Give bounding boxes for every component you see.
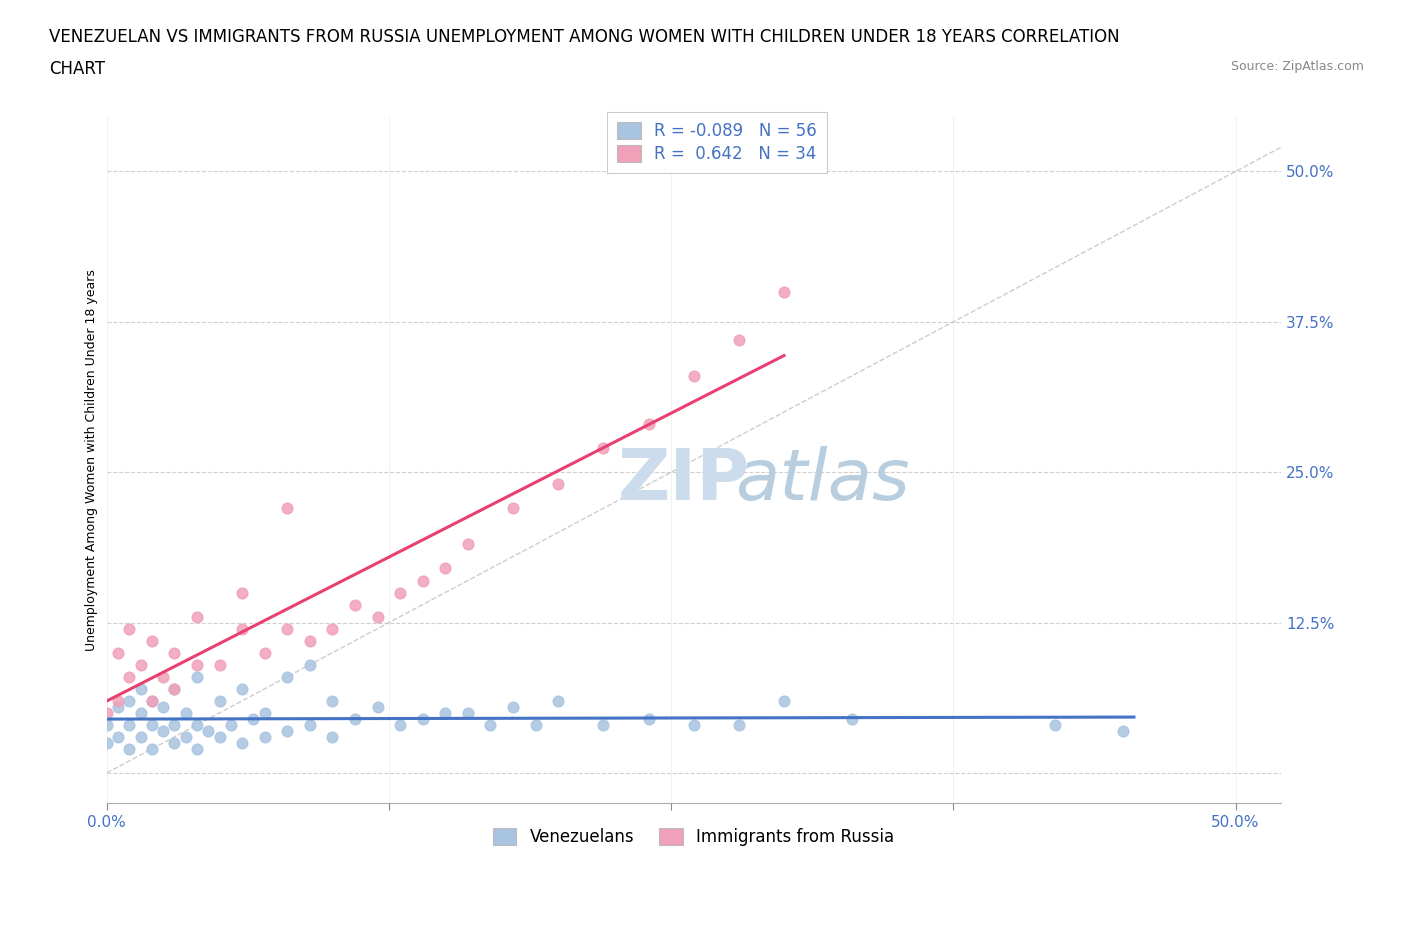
Point xyxy=(152,724,174,738)
Point xyxy=(107,729,129,744)
Point xyxy=(107,645,129,660)
Point xyxy=(592,441,614,456)
Point xyxy=(96,736,118,751)
Point xyxy=(141,717,163,732)
Text: ZIP: ZIP xyxy=(617,446,749,515)
Point xyxy=(129,729,152,744)
Point xyxy=(298,658,321,672)
Point xyxy=(682,717,704,732)
Point xyxy=(141,694,163,709)
Point xyxy=(502,699,524,714)
Point xyxy=(231,585,253,600)
Point xyxy=(321,729,343,744)
Point xyxy=(727,717,749,732)
Text: Source: ZipAtlas.com: Source: ZipAtlas.com xyxy=(1230,60,1364,73)
Point xyxy=(637,711,659,726)
Point xyxy=(231,736,253,751)
Point xyxy=(107,694,129,709)
Point xyxy=(412,711,434,726)
Point xyxy=(186,717,208,732)
Point xyxy=(343,597,366,612)
Point xyxy=(321,694,343,709)
Point xyxy=(276,621,298,636)
Point xyxy=(412,573,434,588)
Point xyxy=(208,694,231,709)
Point xyxy=(1111,724,1133,738)
Point xyxy=(163,682,186,697)
Legend: Venezuelans, Immigrants from Russia: Venezuelans, Immigrants from Russia xyxy=(484,818,904,857)
Point xyxy=(129,658,152,672)
Point xyxy=(118,621,141,636)
Point xyxy=(253,729,276,744)
Point xyxy=(163,645,186,660)
Point xyxy=(163,736,186,751)
Point xyxy=(298,717,321,732)
Point xyxy=(434,561,457,576)
Point xyxy=(163,682,186,697)
Point xyxy=(186,658,208,672)
Point xyxy=(457,706,479,721)
Point xyxy=(276,724,298,738)
Point xyxy=(389,717,412,732)
Point xyxy=(96,706,118,721)
Point xyxy=(118,694,141,709)
Text: atlas: atlas xyxy=(735,446,910,515)
Point xyxy=(253,706,276,721)
Point xyxy=(118,717,141,732)
Point xyxy=(208,658,231,672)
Text: VENEZUELAN VS IMMIGRANTS FROM RUSSIA UNEMPLOYMENT AMONG WOMEN WITH CHILDREN UNDE: VENEZUELAN VS IMMIGRANTS FROM RUSSIA UNE… xyxy=(49,28,1119,46)
Point xyxy=(186,741,208,756)
Point xyxy=(242,711,264,726)
Point xyxy=(129,682,152,697)
Point xyxy=(321,621,343,636)
Point xyxy=(219,717,242,732)
Y-axis label: Unemployment Among Women with Children Under 18 years: Unemployment Among Women with Children U… xyxy=(86,270,98,651)
Point xyxy=(547,694,569,709)
Point xyxy=(141,633,163,648)
Point xyxy=(118,741,141,756)
Point xyxy=(141,741,163,756)
Point xyxy=(434,706,457,721)
Point xyxy=(524,717,547,732)
Point xyxy=(208,729,231,744)
Point xyxy=(163,717,186,732)
Point xyxy=(174,729,197,744)
Point xyxy=(141,694,163,709)
Point xyxy=(457,537,479,551)
Point xyxy=(231,621,253,636)
Point xyxy=(592,717,614,732)
Point xyxy=(773,285,796,299)
Point xyxy=(197,724,219,738)
Point xyxy=(479,717,502,732)
Point xyxy=(727,332,749,347)
Point xyxy=(841,711,863,726)
Point xyxy=(253,645,276,660)
Point xyxy=(186,609,208,624)
Point xyxy=(343,711,366,726)
Point xyxy=(186,670,208,684)
Point xyxy=(682,368,704,383)
Point xyxy=(637,417,659,432)
Point xyxy=(367,699,389,714)
Point xyxy=(118,670,141,684)
Point xyxy=(96,717,118,732)
Point xyxy=(107,699,129,714)
Point xyxy=(1043,717,1066,732)
Point xyxy=(367,609,389,624)
Point xyxy=(502,501,524,516)
Point xyxy=(152,699,174,714)
Point xyxy=(389,585,412,600)
Point xyxy=(547,477,569,492)
Point xyxy=(174,706,197,721)
Point xyxy=(276,501,298,516)
Point xyxy=(129,706,152,721)
Text: CHART: CHART xyxy=(49,60,105,78)
Point xyxy=(298,633,321,648)
Point xyxy=(276,670,298,684)
Point xyxy=(773,694,796,709)
Point xyxy=(152,670,174,684)
Point xyxy=(231,682,253,697)
